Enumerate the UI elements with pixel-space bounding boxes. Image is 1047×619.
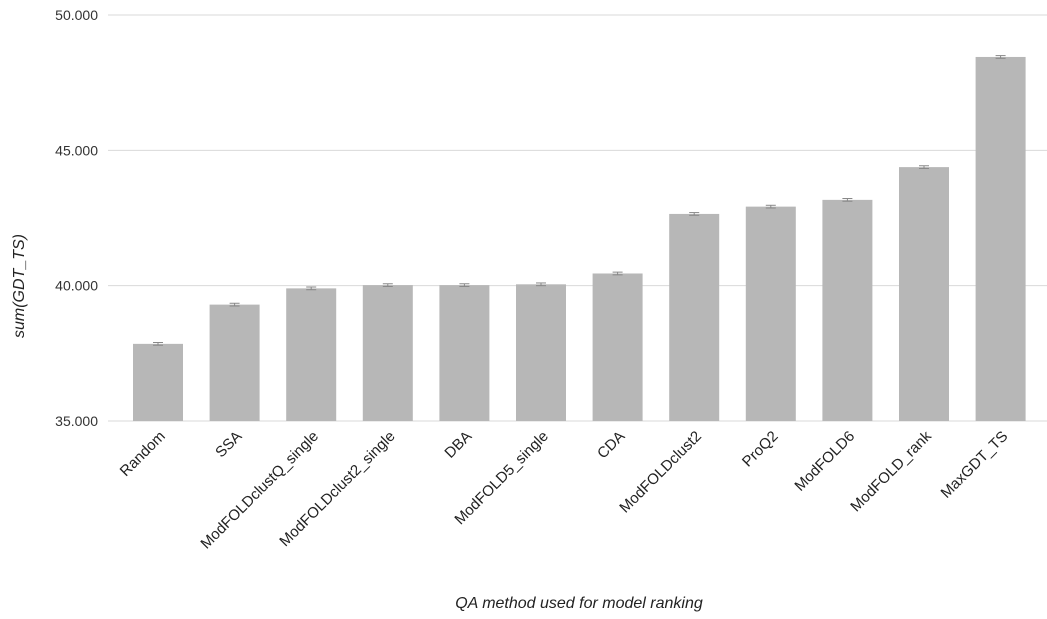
x-category-label: ModFOLD6 xyxy=(791,428,858,495)
bar xyxy=(362,285,413,421)
x-category-label: DBA xyxy=(441,428,475,462)
error-bar xyxy=(306,286,317,291)
y-tick-label: 50.000 xyxy=(55,7,98,23)
error-bar xyxy=(842,198,853,202)
y-tick-label: 35.000 xyxy=(55,413,98,429)
bar xyxy=(592,273,643,421)
error-bar xyxy=(765,204,776,209)
x-category-label: ProQ2 xyxy=(739,428,782,471)
error-bar xyxy=(229,302,240,307)
bar xyxy=(133,343,183,421)
x-category-label: SSA xyxy=(212,428,245,461)
bar xyxy=(209,304,260,421)
x-category-label: CDA xyxy=(594,428,628,462)
error-bar xyxy=(459,283,470,287)
bar xyxy=(516,284,566,421)
error-bar xyxy=(382,283,393,287)
bar xyxy=(439,285,490,421)
error-bar xyxy=(919,165,929,169)
error-bar xyxy=(153,342,163,346)
x-axis-category-labels: Random SSAModFOLDclustQ_singleModFOLDclus… xyxy=(117,427,1012,552)
bar xyxy=(669,213,720,421)
bar xyxy=(745,206,796,421)
x-category-label: MaxGDT_TS xyxy=(938,428,1012,502)
error-bars xyxy=(153,55,1006,346)
y-axis-tick-labels: 35.000 40.000 45.000 50.000 xyxy=(55,7,98,429)
y-tick-label: 45.000 xyxy=(55,142,98,158)
y-tick-label: 40.000 xyxy=(55,278,98,294)
error-bar xyxy=(536,282,546,287)
error-bar xyxy=(995,55,1006,59)
x-category-label: ModFOLD_rank xyxy=(847,427,935,515)
error-bar xyxy=(689,212,700,216)
y-axis-title: sum(GDT_TS) xyxy=(11,234,28,338)
grid-lines xyxy=(108,14,1047,422)
x-category-label: ModFOLDclust2 xyxy=(616,428,705,517)
bar xyxy=(975,56,1026,421)
error-bar xyxy=(612,271,623,276)
bars xyxy=(133,56,1026,421)
bar xyxy=(822,199,873,421)
x-axis-title: QA method used for model ranking xyxy=(455,595,703,612)
x-category-label: Random xyxy=(117,428,169,480)
bar xyxy=(899,167,949,421)
bar xyxy=(286,288,337,421)
